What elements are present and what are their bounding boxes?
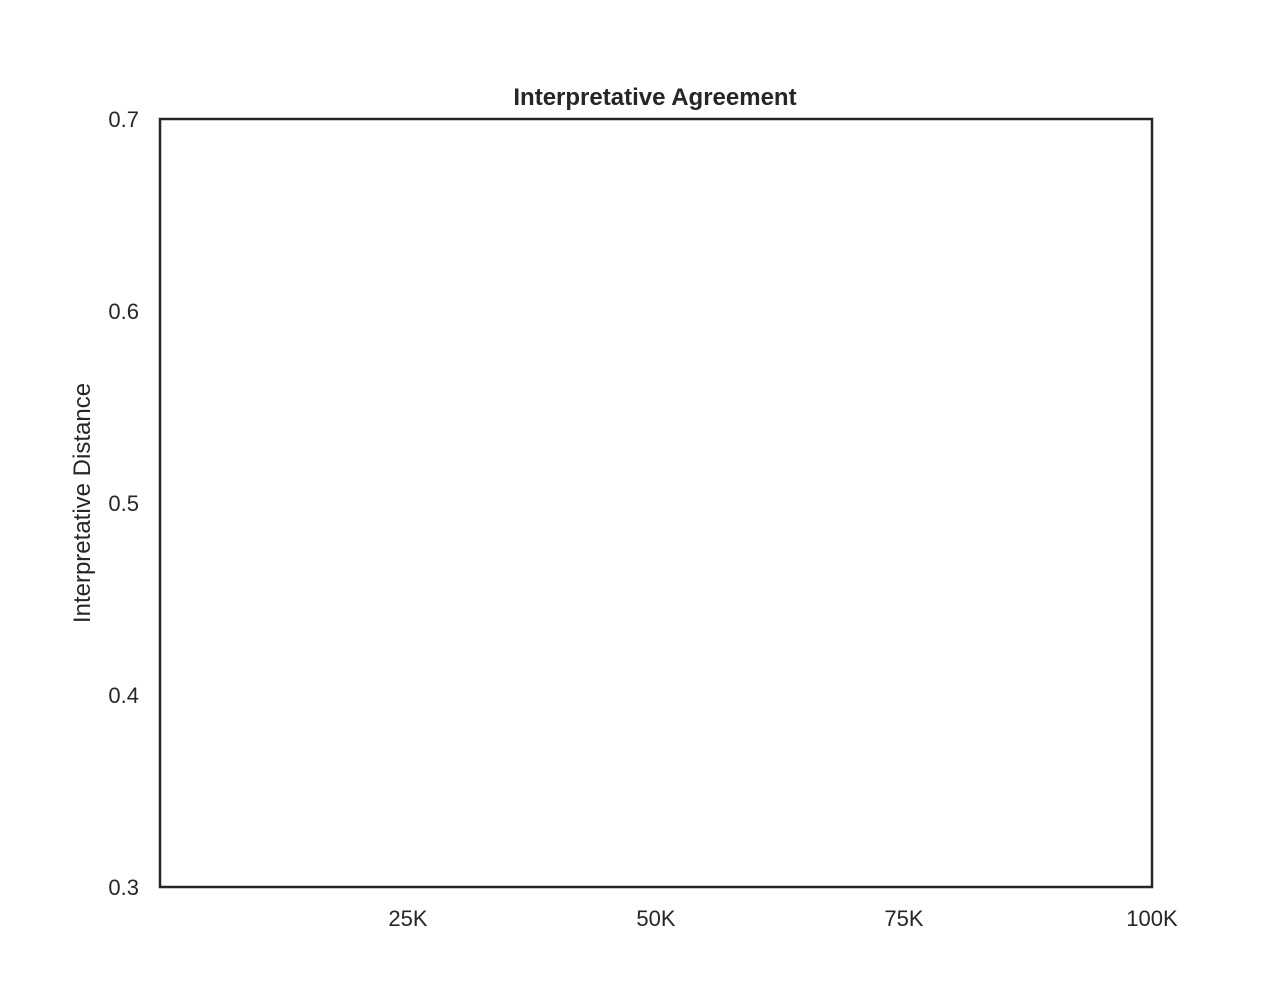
y-axis-label: Interpretative Distance xyxy=(69,383,96,623)
plot-frame xyxy=(158,117,1154,889)
y-tick-label: 0.6 xyxy=(108,299,139,324)
y-tick-label: 0.3 xyxy=(108,875,139,900)
y-tick-labels: 0.3 0.4 0.5 0.6 0.7 xyxy=(108,107,139,900)
x-tick-labels: 25K 50K 75K 100K xyxy=(388,906,1178,931)
chart-title: Interpretative Agreement xyxy=(513,84,796,111)
y-tick-label: 0.7 xyxy=(108,107,139,132)
x-tick-label: 50K xyxy=(636,906,675,931)
x-tick-label: 75K xyxy=(884,906,923,931)
x-tick-label: 100K xyxy=(1126,906,1178,931)
y-tick-label: 0.4 xyxy=(108,683,139,708)
x-tick-label: 25K xyxy=(388,906,427,931)
y-tick-label: 0.5 xyxy=(108,491,139,516)
